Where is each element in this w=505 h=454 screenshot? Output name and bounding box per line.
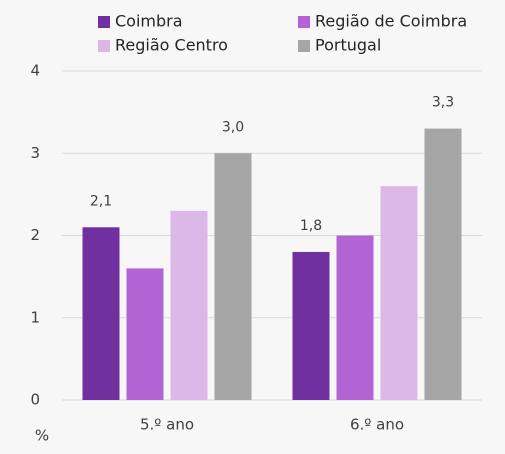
y-axis-label: % bbox=[35, 427, 49, 445]
value-label: 3,3 bbox=[432, 95, 454, 111]
y-tick-label: 0 bbox=[30, 391, 40, 409]
x-tick-label: 5.º ano bbox=[140, 416, 194, 434]
y-tick-label: 1 bbox=[30, 308, 40, 326]
y-tick-label: 4 bbox=[30, 62, 40, 80]
bar bbox=[380, 186, 418, 400]
legend-swatch bbox=[98, 16, 110, 28]
bar bbox=[82, 227, 120, 400]
value-label: 2,1 bbox=[90, 193, 112, 209]
y-tick-label: 2 bbox=[30, 226, 40, 244]
bar bbox=[214, 153, 252, 400]
bar bbox=[126, 268, 164, 400]
bar bbox=[292, 251, 330, 400]
legend-label: Coimbra bbox=[115, 12, 183, 31]
legend-swatch bbox=[98, 40, 110, 52]
legend-label: Região Centro bbox=[115, 36, 228, 55]
legend-swatch bbox=[298, 16, 310, 28]
y-tick-label: 3 bbox=[30, 144, 40, 162]
value-label: 1,8 bbox=[300, 218, 322, 234]
legend-label: Portugal bbox=[315, 36, 381, 55]
x-tick-label: 6.º ano bbox=[350, 416, 404, 434]
bar bbox=[170, 210, 208, 400]
bar bbox=[336, 235, 374, 400]
bar bbox=[424, 128, 462, 400]
legend-swatch bbox=[298, 40, 310, 52]
legend-label: Região de Coimbra bbox=[315, 12, 467, 31]
value-label: 3,0 bbox=[222, 119, 244, 135]
